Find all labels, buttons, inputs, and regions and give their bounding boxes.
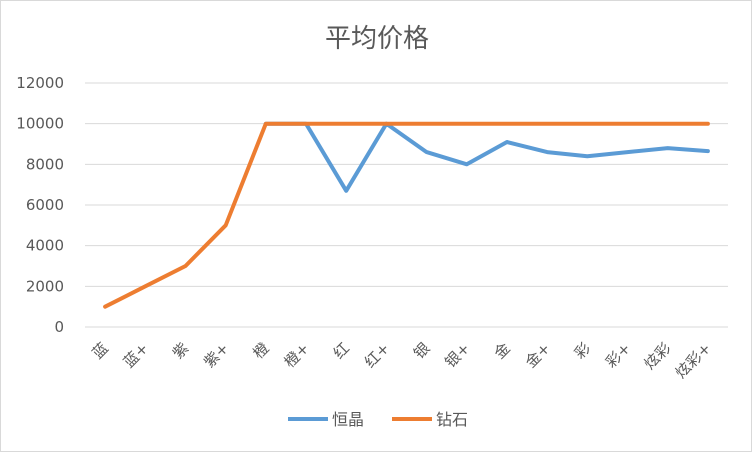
legend-label-1: 恒晶 <box>332 410 364 429</box>
y-tick-label: 4000 <box>26 237 64 255</box>
chart-title: 平均价格 <box>325 24 429 54</box>
series-line-2 <box>103 121 710 309</box>
x-tick-label: 金+ <box>522 339 554 371</box>
y-tick-label: 12000 <box>16 74 64 92</box>
x-tick-label: 橙+ <box>281 339 313 371</box>
x-tick-label: 蓝+ <box>120 339 152 371</box>
x-tick-label: 金 <box>490 339 513 362</box>
x-tick-label: 紫 <box>169 339 192 362</box>
x-tick-label: 红+ <box>361 339 393 371</box>
y-tick-label: 6000 <box>26 196 64 214</box>
y-axis-ticks: 0 2000 4000 6000 8000 10000 12000 <box>16 74 64 336</box>
gridlines <box>85 82 728 328</box>
x-tick-label: 炫彩+ <box>672 339 715 382</box>
x-tick-label: 橙 <box>249 339 272 362</box>
y-tick-label: 0 <box>54 318 64 336</box>
x-tick-label: 银 <box>410 339 433 362</box>
x-tick-label: 红 <box>330 339 353 362</box>
legend: 恒晶 钻石 <box>288 410 468 429</box>
y-tick-label: 10000 <box>16 115 64 133</box>
y-tick-label: 2000 <box>26 277 64 295</box>
x-tick-label: 紫+ <box>200 339 232 371</box>
x-tick-label: 银+ <box>441 339 473 371</box>
series-line-1 <box>263 121 710 193</box>
x-tick-label: 彩+ <box>602 339 634 371</box>
x-axis-ticks: 蓝蓝+ 紫紫+ 橙橙+ 红红+ 银银+ 金金+ 彩彩+ 炫彩炫彩+ <box>89 339 715 382</box>
x-tick-label: 炫彩 <box>641 339 675 373</box>
y-tick-label: 8000 <box>26 155 64 173</box>
x-tick-label: 蓝 <box>89 339 112 362</box>
legend-label-2: 钻石 <box>436 410 468 429</box>
x-tick-label: 彩 <box>571 339 594 362</box>
series-lines <box>103 121 710 309</box>
